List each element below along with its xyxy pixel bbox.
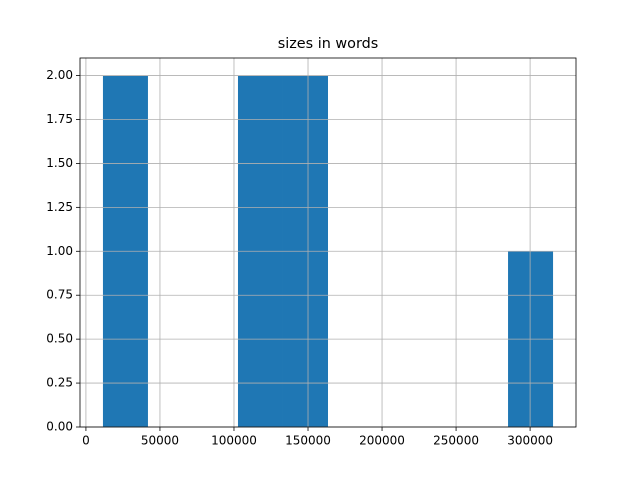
- y-tick-label: 0.50: [46, 332, 73, 346]
- y-tick-label: 2.00: [46, 68, 73, 82]
- x-tick-label: 50000: [141, 434, 179, 448]
- y-tick-label: 1.25: [46, 200, 73, 214]
- chart-title: sizes in words: [278, 36, 379, 52]
- y-tick-label: 1.50: [46, 156, 73, 170]
- x-tick-label: 100000: [211, 434, 257, 448]
- y-tick-label: 1.00: [46, 244, 73, 258]
- y-tick-label: 0.75: [46, 288, 73, 302]
- y-tick-label: 0.25: [46, 376, 73, 390]
- x-tick-label: 300000: [507, 434, 553, 448]
- plot-frame: [79, 57, 577, 428]
- x-tick-label: 250000: [433, 434, 479, 448]
- y-tick-label: 1.75: [46, 112, 73, 126]
- x-tick-label: 0: [82, 434, 90, 448]
- x-tick-label: 150000: [285, 434, 331, 448]
- y-tick-label: 0.00: [46, 420, 73, 434]
- x-tick-label: 200000: [359, 434, 405, 448]
